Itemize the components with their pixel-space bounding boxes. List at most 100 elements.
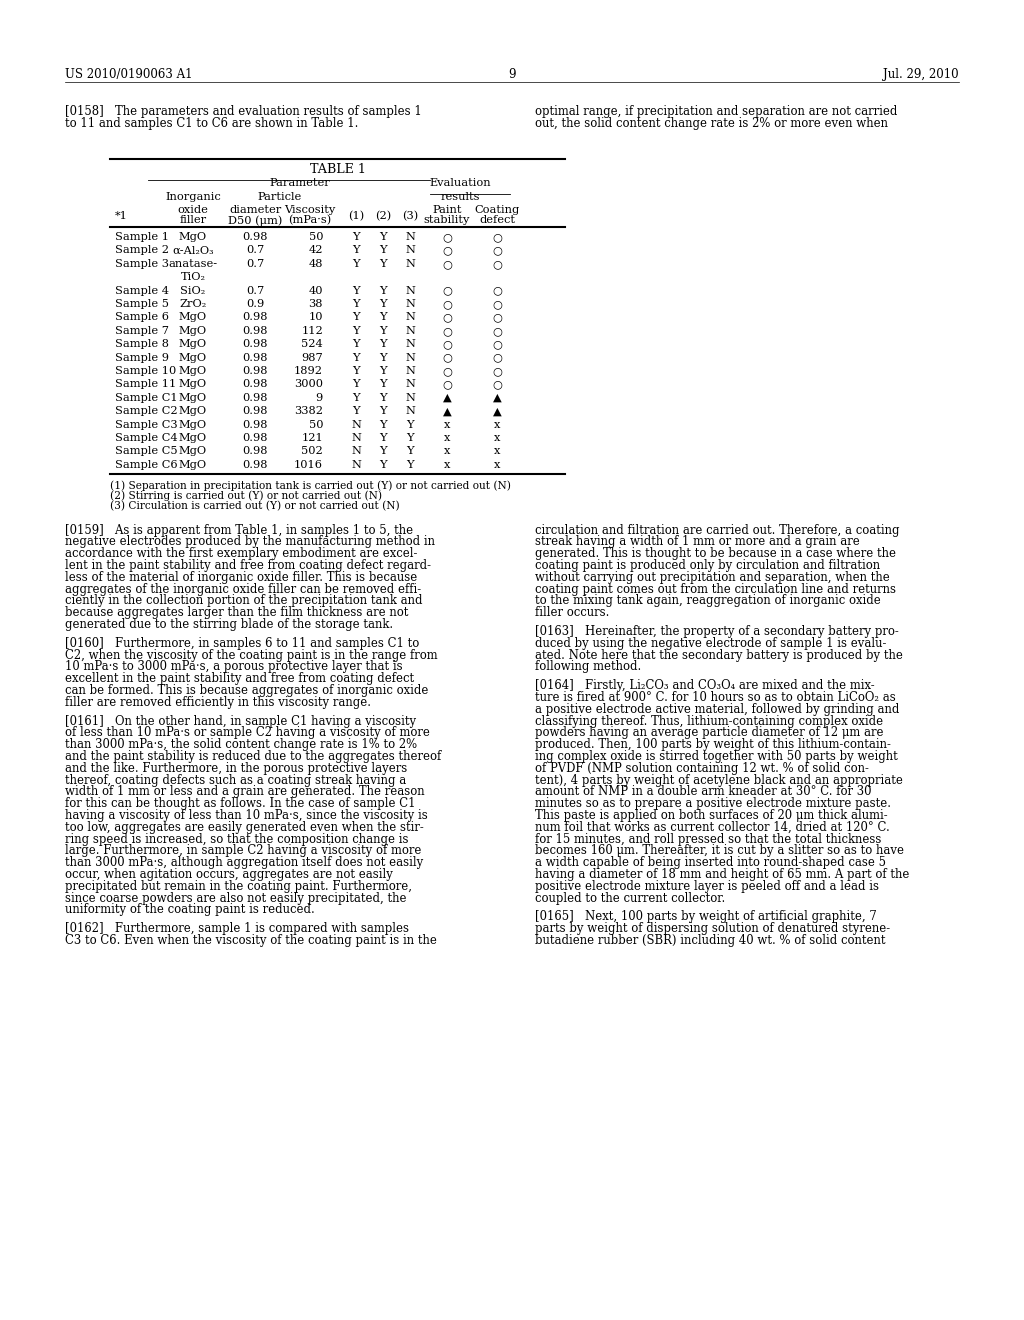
Text: produced. Then, 100 parts by weight of this lithium-contain-: produced. Then, 100 parts by weight of t… <box>535 738 891 751</box>
Text: MgO: MgO <box>179 366 207 376</box>
Text: ○: ○ <box>493 339 502 350</box>
Text: *1: *1 <box>115 211 128 220</box>
Text: Y: Y <box>352 313 359 322</box>
Text: [0165]   Next, 100 parts by weight of artificial graphite, 7: [0165] Next, 100 parts by weight of arti… <box>535 911 877 924</box>
Text: ▲: ▲ <box>442 407 452 416</box>
Text: too low, aggregates are easily generated even when the stir-: too low, aggregates are easily generated… <box>65 821 424 834</box>
Text: anatase-: anatase- <box>168 259 217 269</box>
Text: Sample 10: Sample 10 <box>115 366 176 376</box>
Text: butadiene rubber (SBR) including 40 wt. % of solid content: butadiene rubber (SBR) including 40 wt. … <box>535 935 886 946</box>
Text: Sample 3: Sample 3 <box>115 259 169 269</box>
Text: 0.98: 0.98 <box>243 326 267 335</box>
Text: ○: ○ <box>493 232 502 242</box>
Text: N: N <box>351 459 360 470</box>
Text: TABLE 1: TABLE 1 <box>309 162 366 176</box>
Text: positive electrode mixture layer is peeled off and a lead is: positive electrode mixture layer is peel… <box>535 880 879 892</box>
Text: Y: Y <box>352 285 359 296</box>
Text: [0158]   The parameters and evaluation results of samples 1: [0158] The parameters and evaluation res… <box>65 106 422 117</box>
Text: ○: ○ <box>442 326 452 335</box>
Text: Jul. 29, 2010: Jul. 29, 2010 <box>884 69 959 81</box>
Text: Sample C3: Sample C3 <box>115 420 177 429</box>
Text: filler are removed efficiently in this viscosity range.: filler are removed efficiently in this v… <box>65 696 371 709</box>
Text: Sample 11: Sample 11 <box>115 379 176 389</box>
Text: ○: ○ <box>442 285 452 296</box>
Text: coating paint is produced only by circulation and filtration: coating paint is produced only by circul… <box>535 560 880 572</box>
Text: ○: ○ <box>442 232 452 242</box>
Text: ○: ○ <box>442 379 452 389</box>
Text: Y: Y <box>352 379 359 389</box>
Text: Y: Y <box>379 300 387 309</box>
Text: ▲: ▲ <box>493 393 502 403</box>
Text: ○: ○ <box>493 352 502 363</box>
Text: ○: ○ <box>493 313 502 322</box>
Text: circulation and filtration are carried out. Therefore, a coating: circulation and filtration are carried o… <box>535 524 899 537</box>
Text: N: N <box>406 285 415 296</box>
Text: 0.98: 0.98 <box>243 433 267 444</box>
Text: ated. Note here that the secondary battery is produced by the: ated. Note here that the secondary batte… <box>535 648 903 661</box>
Text: ○: ○ <box>442 300 452 309</box>
Text: MgO: MgO <box>179 393 207 403</box>
Text: Sample C5: Sample C5 <box>115 446 177 457</box>
Text: tent), 4 parts by weight of acetylene black and an appropriate: tent), 4 parts by weight of acetylene bl… <box>535 774 903 787</box>
Text: Sample 1: Sample 1 <box>115 232 169 242</box>
Text: ○: ○ <box>493 285 502 296</box>
Text: Y: Y <box>379 433 387 444</box>
Text: because aggregates larger than the film thickness are not: because aggregates larger than the film … <box>65 606 409 619</box>
Text: ciently in the collection portion of the precipitation tank and: ciently in the collection portion of the… <box>65 594 423 607</box>
Text: filler occurs.: filler occurs. <box>535 606 609 619</box>
Text: 0.98: 0.98 <box>243 393 267 403</box>
Text: [0163]   Hereinafter, the property of a secondary battery pro-: [0163] Hereinafter, the property of a se… <box>535 626 899 638</box>
Text: 3000: 3000 <box>294 379 323 389</box>
Text: TiO₂: TiO₂ <box>180 272 206 282</box>
Text: 10: 10 <box>308 313 323 322</box>
Text: (3): (3) <box>401 211 418 222</box>
Text: Sample C4: Sample C4 <box>115 433 177 444</box>
Text: Y: Y <box>407 459 414 470</box>
Text: 50: 50 <box>308 232 323 242</box>
Text: MgO: MgO <box>179 433 207 444</box>
Text: 1892: 1892 <box>294 366 323 376</box>
Text: than 3000 mPa·s, the solid content change rate is 1% to 2%: than 3000 mPa·s, the solid content chang… <box>65 738 417 751</box>
Text: ○: ○ <box>442 259 452 269</box>
Text: ○: ○ <box>493 246 502 255</box>
Text: having a diameter of 18 mm and height of 65 mm. A part of the: having a diameter of 18 mm and height of… <box>535 869 909 880</box>
Text: large. Furthermore, in sample C2 having a viscosity of more: large. Furthermore, in sample C2 having … <box>65 845 421 858</box>
Text: ○: ○ <box>493 259 502 269</box>
Text: classifying thereof. Thus, lithium-containing complex oxide: classifying thereof. Thus, lithium-conta… <box>535 714 883 727</box>
Text: parts by weight of dispersing solution of denatured styrene-: parts by weight of dispersing solution o… <box>535 923 890 936</box>
Text: to the mixing tank again, reaggregation of inorganic oxide: to the mixing tank again, reaggregation … <box>535 594 881 607</box>
Text: (1): (1) <box>348 211 365 222</box>
Text: 0.98: 0.98 <box>243 339 267 350</box>
Text: thereof, coating defects such as a coating streak having a: thereof, coating defects such as a coati… <box>65 774 407 787</box>
Text: [0164]   Firstly, Li₂CO₃ and CO₃O₄ are mixed and the mix-: [0164] Firstly, Li₂CO₃ and CO₃O₄ are mix… <box>535 680 874 692</box>
Text: Sample C6: Sample C6 <box>115 459 177 470</box>
Text: N: N <box>406 393 415 403</box>
Text: 9: 9 <box>508 69 516 81</box>
Text: Y: Y <box>379 446 387 457</box>
Text: x: x <box>443 459 451 470</box>
Text: ○: ○ <box>493 326 502 335</box>
Text: (1) Separation in precipitation tank is carried out (Y) or not carried out (N): (1) Separation in precipitation tank is … <box>110 480 511 491</box>
Text: a positive electrode active material, followed by grinding and: a positive electrode active material, fo… <box>535 702 899 715</box>
Text: x: x <box>494 459 500 470</box>
Text: (2): (2) <box>375 211 391 222</box>
Text: streak having a width of 1 mm or more and a grain are: streak having a width of 1 mm or more an… <box>535 536 860 549</box>
Text: Y: Y <box>352 352 359 363</box>
Text: aggregates of the inorganic oxide filler can be removed effi-: aggregates of the inorganic oxide filler… <box>65 582 421 595</box>
Text: filler: filler <box>179 215 207 224</box>
Text: 48: 48 <box>308 259 323 269</box>
Text: Y: Y <box>407 433 414 444</box>
Text: US 2010/0190063 A1: US 2010/0190063 A1 <box>65 69 193 81</box>
Text: N: N <box>406 246 415 255</box>
Text: than 3000 mPa·s, although aggregation itself does not easily: than 3000 mPa·s, although aggregation it… <box>65 857 423 870</box>
Text: Y: Y <box>379 393 387 403</box>
Text: Sample 6: Sample 6 <box>115 313 169 322</box>
Text: Y: Y <box>379 259 387 269</box>
Text: 0.7: 0.7 <box>246 285 264 296</box>
Text: [0162]   Furthermore, sample 1 is compared with samples: [0162] Furthermore, sample 1 is compared… <box>65 923 409 936</box>
Text: Inorganic: Inorganic <box>165 191 221 202</box>
Text: Y: Y <box>379 313 387 322</box>
Text: [0159]   As is apparent from Table 1, in samples 1 to 5, the: [0159] As is apparent from Table 1, in s… <box>65 524 413 537</box>
Text: 0.98: 0.98 <box>243 459 267 470</box>
Text: defect: defect <box>479 215 515 224</box>
